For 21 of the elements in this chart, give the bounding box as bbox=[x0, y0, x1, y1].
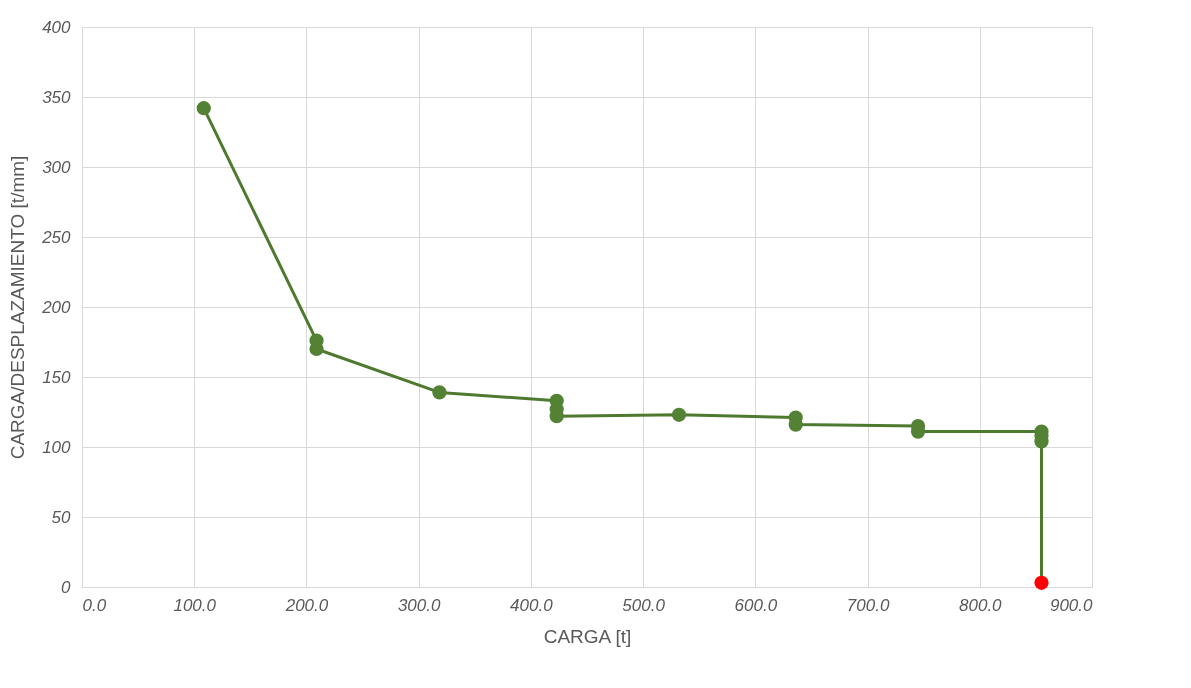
x-tick-label: 100.0 bbox=[173, 595, 217, 615]
y-tick-label: 300 bbox=[42, 157, 72, 177]
y-tick-label: 200 bbox=[41, 297, 72, 317]
x-tick-label: 400.0 bbox=[510, 595, 554, 615]
x-tick-label: 600.0 bbox=[734, 595, 778, 615]
y-tick-label: 50 bbox=[51, 507, 72, 527]
x-tick-label: 500.0 bbox=[622, 595, 666, 615]
y-tick-label: 350 bbox=[42, 87, 72, 107]
x-tick-label: 0.0 bbox=[82, 595, 107, 615]
y-tick-label: 250 bbox=[41, 227, 72, 247]
y-tick-label: 100 bbox=[42, 437, 72, 457]
y-tick-label: 0 bbox=[61, 577, 72, 597]
y-tick-label: 150 bbox=[42, 367, 72, 387]
x-tick-label: 200.0 bbox=[284, 595, 329, 615]
x-tick-label: 800.0 bbox=[959, 595, 1003, 615]
x-tick-label: 700.0 bbox=[846, 595, 890, 615]
x-axis-title: CARGA [t] bbox=[543, 625, 632, 647]
y-tick-label: 400 bbox=[42, 17, 72, 37]
x-tick-label: 300.0 bbox=[397, 595, 441, 615]
y-axis-title: CARGA/DESPLAZAMIENTO [t/mm] bbox=[7, 155, 29, 460]
x-tick-label: 900.0 bbox=[1049, 595, 1094, 615]
